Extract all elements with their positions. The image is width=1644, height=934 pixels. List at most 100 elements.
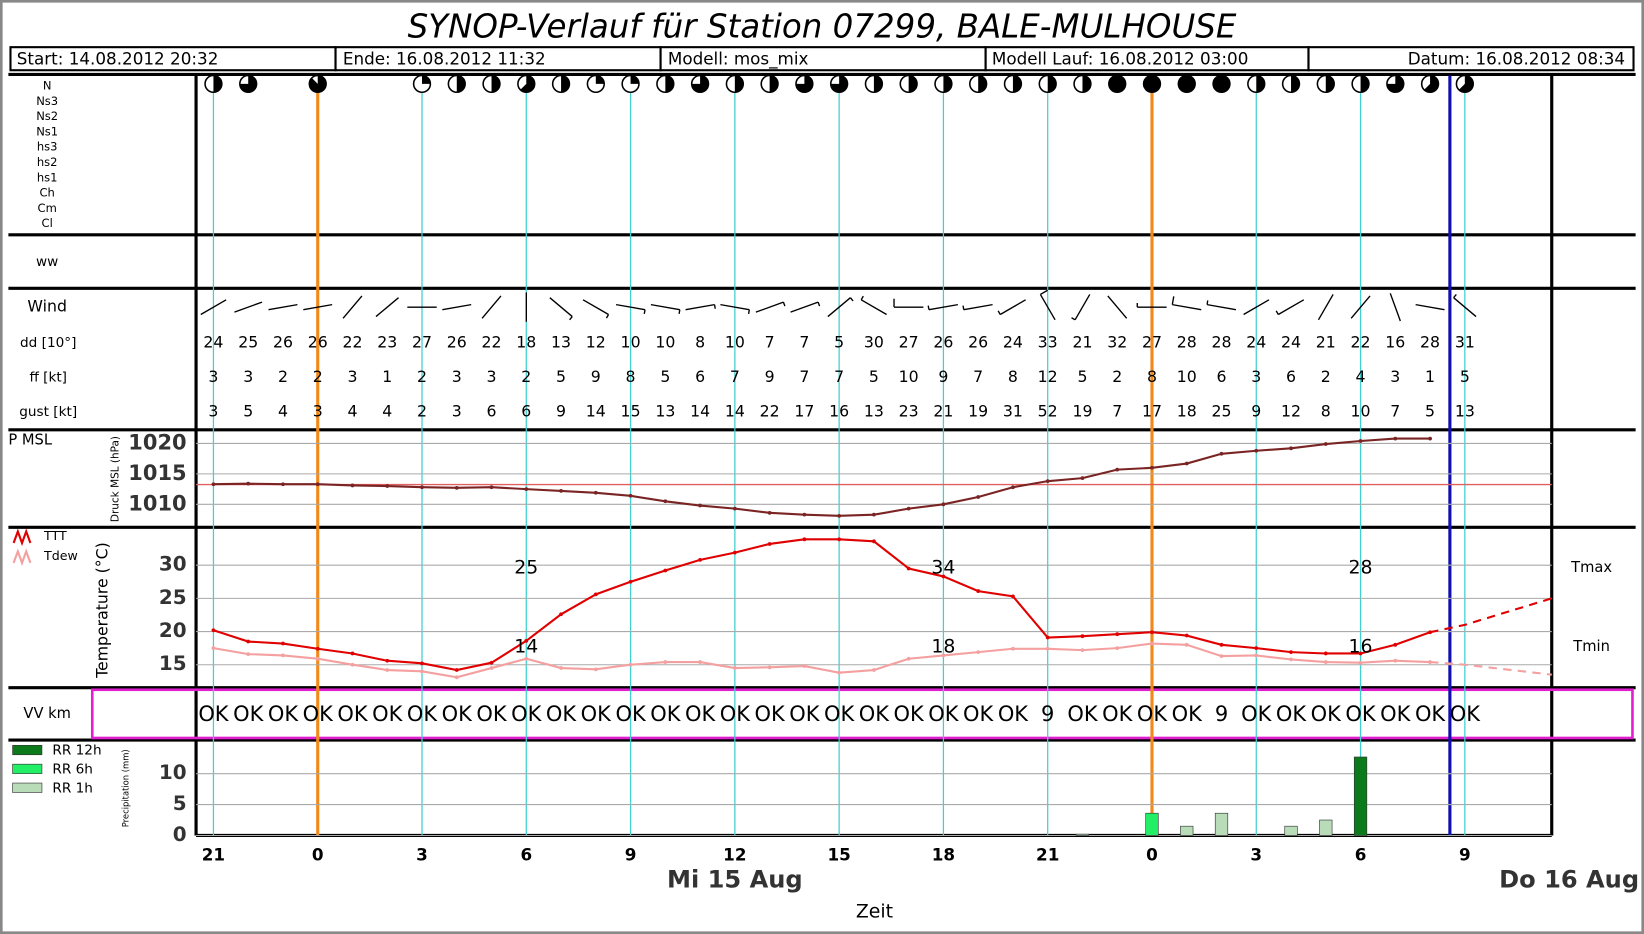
wind-label: Wind xyxy=(27,297,67,316)
cloud-row-label: hs3 xyxy=(37,140,58,154)
cloud-row-label: Ns1 xyxy=(36,124,58,138)
wind-barb xyxy=(997,299,1026,316)
wind-ff: 5 xyxy=(660,367,670,386)
visibility-value: OK xyxy=(824,702,855,726)
wind-gust: 52 xyxy=(1038,401,1058,420)
wind-dd: 12 xyxy=(586,332,606,351)
temperature-point xyxy=(1184,633,1189,638)
x-tick-label: 12 xyxy=(723,844,746,864)
wind-dd: 26 xyxy=(968,332,988,351)
temperature-point xyxy=(1254,653,1259,658)
x-tick-label: 6 xyxy=(520,844,532,864)
temperature-point xyxy=(663,568,668,573)
cloud-cover-fill xyxy=(1256,75,1265,93)
wind-barb xyxy=(685,303,716,311)
pressure-point xyxy=(941,502,946,507)
temperature-point xyxy=(872,668,876,672)
wind-barb xyxy=(1317,294,1334,321)
cloud-row-label: hs2 xyxy=(37,155,58,169)
wind-ff: 3 xyxy=(208,367,218,386)
temperature-point xyxy=(663,660,668,664)
pressure-tick-label: 1020 xyxy=(128,430,186,454)
wind-dd: 26 xyxy=(933,332,953,351)
wind-ff: 7 xyxy=(973,367,983,386)
temperature-point xyxy=(593,592,598,597)
cloud-cover-fill xyxy=(1108,75,1126,93)
wind-barb xyxy=(268,303,298,311)
cloud-cover-symbol xyxy=(1455,74,1475,94)
cloud-cover-fill xyxy=(1291,75,1300,93)
precipitation-tick-label: 5 xyxy=(173,792,187,815)
visibility-value: OK xyxy=(198,702,229,726)
temperature-point xyxy=(1393,658,1398,663)
ww-label: ww xyxy=(36,254,58,270)
wind-dd: 26 xyxy=(273,332,293,351)
cloud-cover-fill xyxy=(1360,75,1369,93)
wind-dd: 24 xyxy=(203,332,223,351)
header-model: Modell: mos_mix xyxy=(668,49,809,70)
pressure-point xyxy=(385,484,390,488)
pressure-point xyxy=(698,503,702,508)
wind-ff: 2 xyxy=(417,367,427,386)
visibility-value: OK xyxy=(337,702,368,726)
cloud-cover-symbol xyxy=(308,74,327,94)
cloud-cover-fill xyxy=(630,75,639,84)
cloud-cover-fill xyxy=(422,75,431,84)
wind-barb xyxy=(200,299,227,316)
cloud-cover-symbol xyxy=(760,74,779,94)
wind-dd: 13 xyxy=(551,332,571,351)
wind-barb xyxy=(1415,303,1445,311)
wind-dd: 30 xyxy=(864,332,884,351)
pressure-point xyxy=(559,489,563,493)
wind-dd: 27 xyxy=(899,332,919,351)
x-tick-label: 9 xyxy=(1459,844,1471,864)
wind-gust: 10 xyxy=(1351,401,1371,420)
temperature-point xyxy=(559,612,563,617)
temperature-point xyxy=(350,662,355,667)
visibility-value: OK xyxy=(754,702,785,726)
wind-gust: 17 xyxy=(1142,401,1162,420)
cloud-cover-symbol xyxy=(795,74,814,94)
visibility-value: OK xyxy=(407,702,438,726)
pressure-point xyxy=(1323,442,1328,446)
pressure-point xyxy=(593,490,598,495)
cloud-cover-symbol xyxy=(621,74,640,94)
wind-ff: 7 xyxy=(730,367,740,386)
visibility-value: 9 xyxy=(1215,702,1228,726)
wind-barb xyxy=(962,303,993,311)
temperature-point xyxy=(1289,657,1293,662)
wind-barb xyxy=(1243,299,1270,316)
wind-gust: 14 xyxy=(690,401,710,420)
temperature-point xyxy=(315,646,320,651)
temperature-point xyxy=(454,675,459,680)
wind-dd: 21 xyxy=(1072,332,1092,351)
temperature-point xyxy=(941,574,946,579)
cloud-cover-symbol xyxy=(239,74,258,94)
temperature-point xyxy=(872,539,876,544)
pressure-point xyxy=(1393,436,1398,441)
wind-gust: 15 xyxy=(621,401,641,420)
temperature-point xyxy=(628,579,633,584)
wind-barb xyxy=(481,295,502,319)
wind-dd: 5 xyxy=(834,332,844,351)
cloud-cover-fill xyxy=(1143,75,1161,93)
cloud-cover-symbol xyxy=(1177,74,1196,94)
visibility-value: OK xyxy=(1102,702,1133,726)
pressure-line xyxy=(213,437,1431,517)
visibility-value: OK xyxy=(233,702,264,726)
wind-barb xyxy=(1107,295,1128,319)
temperature-point xyxy=(906,656,911,661)
temperature-point xyxy=(559,666,563,670)
header-date: Datum: 16.08.2012 08:34 xyxy=(1408,49,1625,69)
temperature-point xyxy=(454,668,459,672)
wind-gust: 17 xyxy=(794,401,814,420)
visibility-value: OK xyxy=(1311,702,1342,726)
cloud-cover-fill xyxy=(491,75,500,93)
header-cells xyxy=(9,46,1635,72)
temperature-point xyxy=(420,661,424,666)
wind-gust: 4 xyxy=(347,401,357,420)
wind-gust: 14 xyxy=(586,401,606,420)
wind-gust: 23 xyxy=(899,401,919,420)
visibility-value: OK xyxy=(1137,702,1168,726)
pressure-point xyxy=(663,499,668,504)
